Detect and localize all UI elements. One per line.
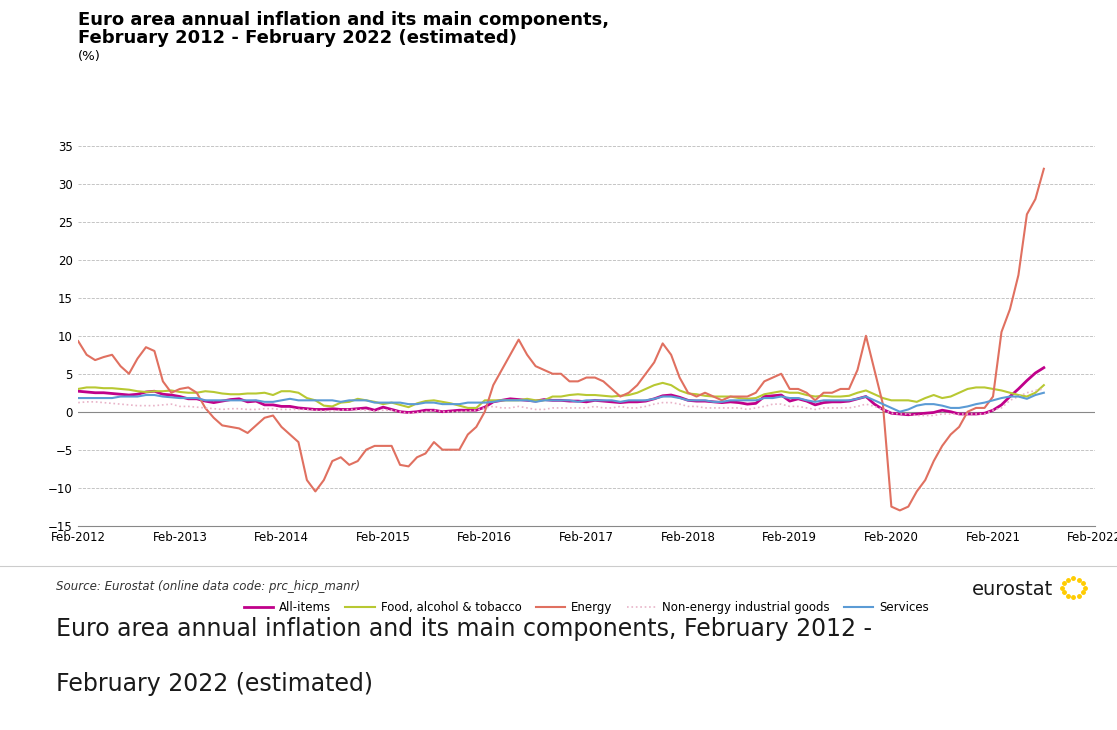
- Text: (%): (%): [78, 50, 101, 63]
- Text: Euro area annual inflation and its main components, February 2012 -: Euro area annual inflation and its main …: [56, 617, 872, 641]
- Text: Source: Eurostat (online data code: prc_hicp_manr): Source: Eurostat (online data code: prc_…: [56, 580, 360, 593]
- Text: February 2022 (estimated): February 2022 (estimated): [56, 672, 373, 696]
- Legend: All-items, Food, alcohol & tobacco, Energy, Non-energy industrial goods, Service: All-items, Food, alcohol & tobacco, Ener…: [239, 596, 934, 618]
- Text: February 2012 - February 2022 (estimated): February 2012 - February 2022 (estimated…: [78, 29, 517, 47]
- Text: Euro area annual inflation and its main components,: Euro area annual inflation and its main …: [78, 11, 609, 29]
- Text: eurostat: eurostat: [972, 580, 1053, 599]
